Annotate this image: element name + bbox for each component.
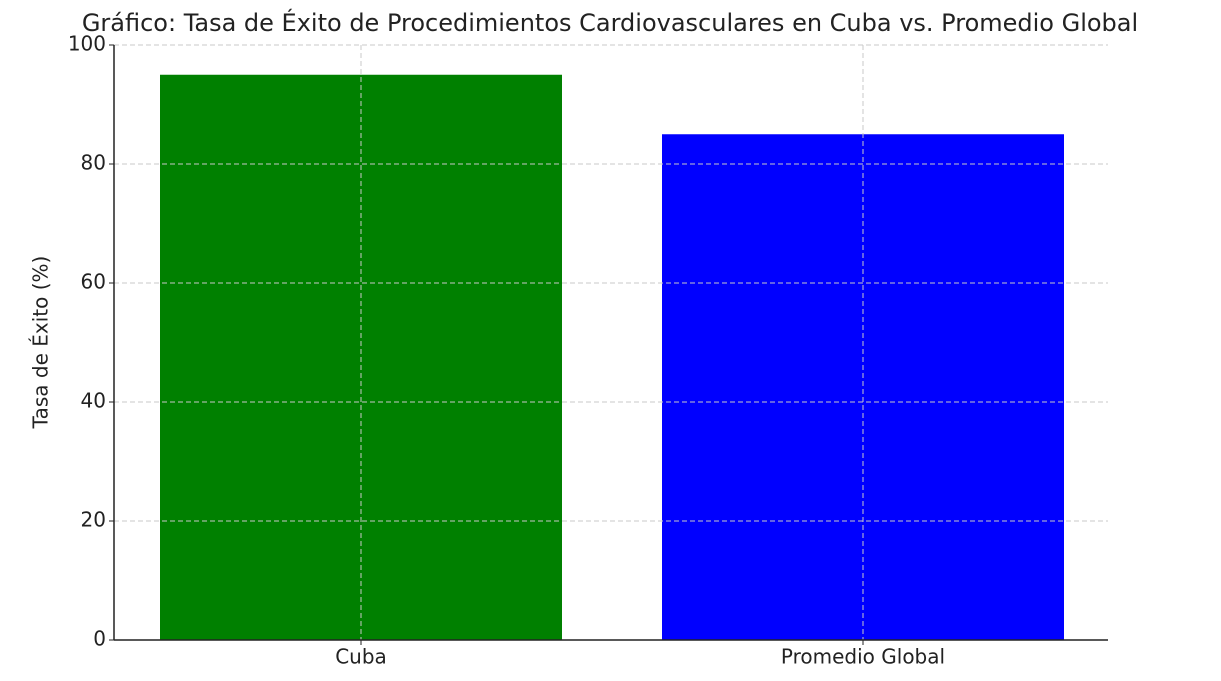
bar	[662, 134, 1064, 640]
y-tick-label: 80	[81, 151, 106, 175]
x-tick-label: Cuba	[335, 645, 387, 669]
chart-title: Gráfico: Tasa de Éxito de Procedimientos…	[82, 8, 1138, 37]
y-axis-label: Tasa de Éxito (%)	[29, 256, 53, 430]
y-tick-label: 100	[68, 32, 106, 56]
y-tick-label: 60	[81, 270, 106, 294]
y-tick-label: 40	[81, 389, 106, 413]
y-tick-label: 20	[81, 508, 106, 532]
y-tick-label: 0	[93, 627, 106, 651]
x-tick-label: Promedio Global	[781, 645, 945, 669]
